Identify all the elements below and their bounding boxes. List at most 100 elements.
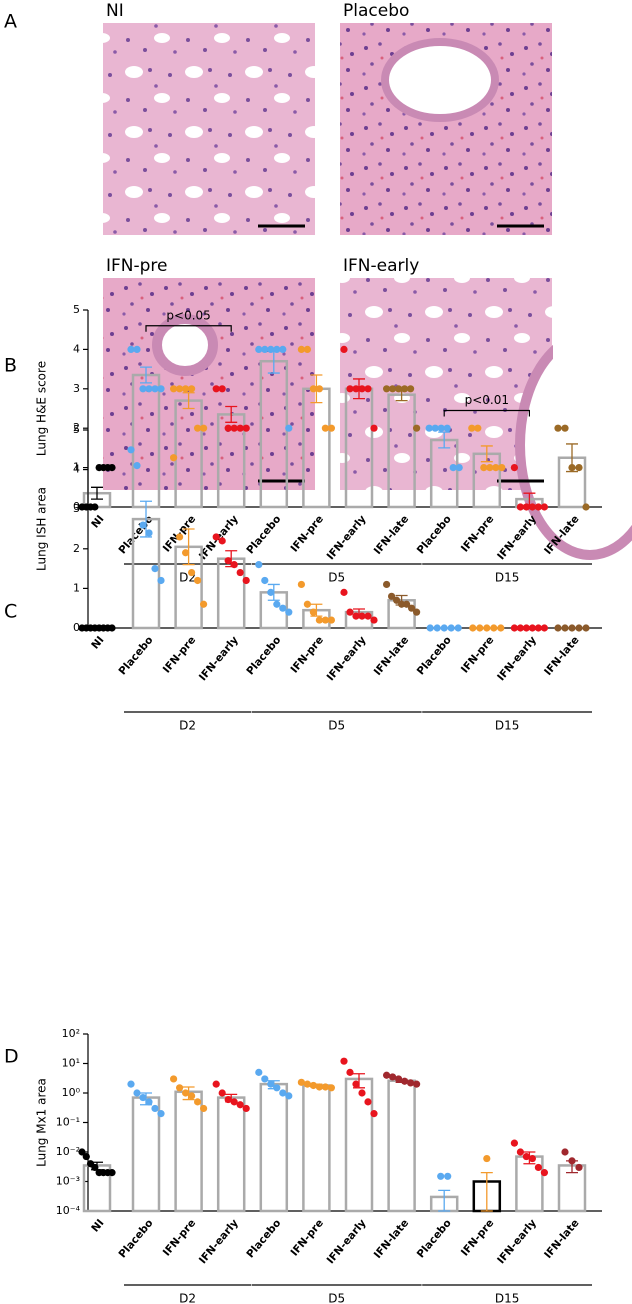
x-tick-label: Placebo [244,634,283,677]
data-point [358,1089,366,1097]
error-bar [480,445,493,463]
data-point [218,385,226,393]
bar [174,1090,203,1213]
data-point [303,600,311,608]
histology-ifn-pre [103,278,315,490]
x-tick-label: IFN-pre [288,634,326,675]
data-point [401,385,409,393]
data-point [133,462,141,470]
image-label: IFN-pre [106,256,168,276]
data-point [267,588,275,596]
data-point [127,345,135,353]
y-tick-label: 5 [73,303,80,316]
y-tick-label: 10⁰ [62,1086,81,1099]
data-point [490,624,498,632]
x-tick-label: IFN-early [495,1217,539,1266]
data-point [426,624,434,632]
data-point [261,1075,269,1083]
x-tick-label: IFN-pre [459,1217,497,1258]
data-point [224,1095,232,1104]
data-point [182,1089,190,1097]
data-point [133,1089,141,1097]
data-point [370,424,378,432]
data-point [401,1077,409,1085]
data-point [327,1084,335,1092]
error-bar [225,405,238,423]
data-point [108,464,116,472]
data-point [480,464,488,472]
data-point [455,464,463,472]
bar [302,1084,331,1213]
x-tick-label: IFN-pre [459,634,497,675]
data-point [516,503,525,511]
x-tick-label: IFN-early [495,634,539,683]
error-bar [438,431,451,449]
group-label: D15 [495,1292,520,1304]
x-tick-label: Placebo [244,1217,283,1260]
data-point [383,1071,391,1079]
y-tick-label: 4 [73,342,80,355]
data-point [383,580,391,589]
data-point [212,533,220,541]
data-point [176,385,184,393]
data-point [261,345,269,353]
x-tick-label: Placebo [415,1217,454,1260]
data-point [157,385,165,393]
data-point [224,557,232,565]
data-point [188,568,196,577]
significance-bracket [443,409,530,417]
y-tick-label: 10⁻³ [56,1175,80,1188]
y-tick-label: 10⁻² [56,1145,80,1158]
data-point [182,385,190,393]
significance-label: p<0.01 [465,393,509,407]
data-point [370,1110,378,1118]
data-point [327,616,335,624]
x-tick-label: IFN-early [325,513,369,562]
data-point [395,1075,403,1083]
y-tick-label: 3 [73,502,80,515]
data-point [534,1163,543,1172]
panel-label: A [4,11,17,33]
group-label: D5 [328,719,345,733]
data-point [182,549,190,557]
image-label: Placebo [343,1,409,21]
data-point [510,1139,518,1147]
data-point [413,1080,421,1088]
data-point [358,612,366,620]
data-point [358,385,366,393]
data-point [352,385,360,393]
y-axis-label: Lung H&E score [35,361,49,456]
data-point [398,600,406,608]
data-point [395,385,403,393]
y-tick-label: 5 [73,423,80,436]
data-point [522,503,531,511]
y-tick-label: 4 [73,463,80,476]
data-point [575,1163,583,1172]
data-point [176,1084,184,1092]
data-point [279,604,287,612]
data-point [364,1098,372,1106]
data-point [407,385,415,393]
data-point [492,464,500,472]
data-point [352,612,360,620]
data-point [528,503,537,511]
significance-bracket [145,325,232,332]
data-point [321,424,329,432]
data-point [516,1148,525,1156]
data-point [309,385,317,393]
x-tick-label: IFN-early [325,634,369,683]
error-bar [480,1171,493,1212]
data-point [279,1089,287,1097]
data-point [340,588,348,596]
group-label: D15 [495,719,520,733]
data-point [522,1152,531,1161]
data-point [212,1080,220,1088]
data-point [540,503,549,511]
data-point [151,565,159,573]
data-point [218,1089,226,1097]
data-point [340,345,348,353]
panel-label: C [4,601,17,623]
data-point [534,624,543,632]
data-point [91,1163,99,1172]
